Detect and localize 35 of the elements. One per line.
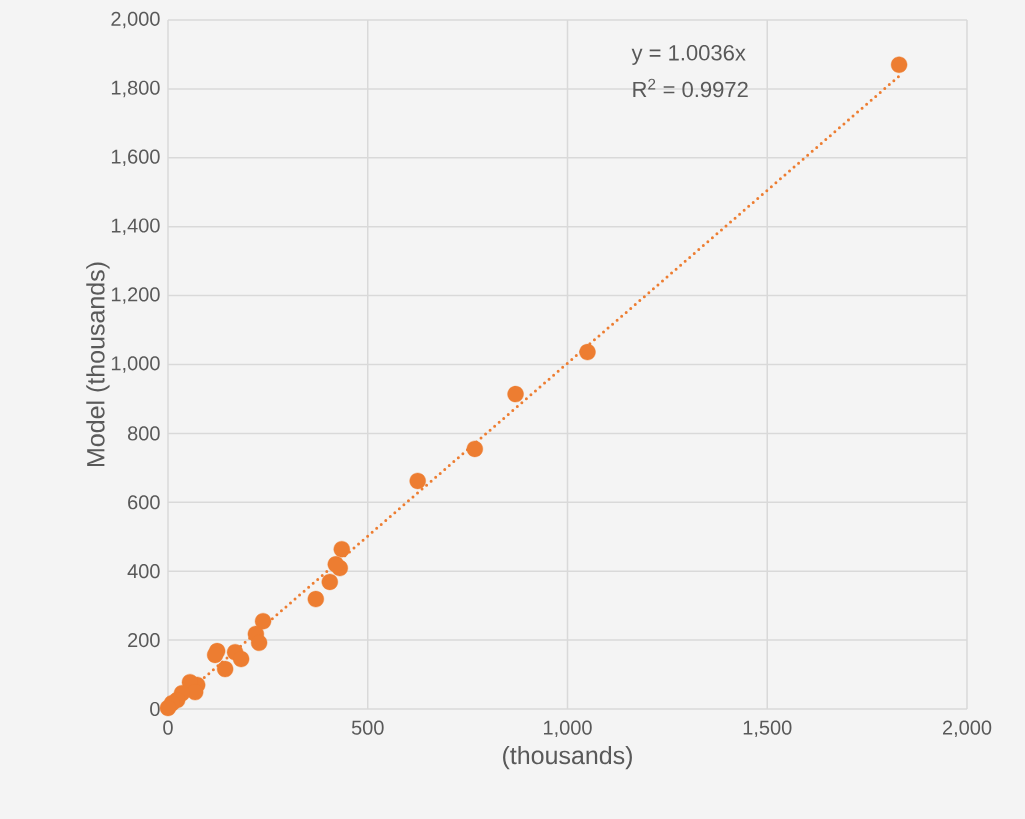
point <box>333 540 350 558</box>
annotation: y = 1.0036x <box>631 45 746 65</box>
point <box>327 556 344 573</box>
point <box>206 646 224 664</box>
y-tick-label: 200 <box>128 633 160 648</box>
point <box>250 634 268 652</box>
point <box>579 343 596 361</box>
x-tick-label: 500 <box>351 720 384 735</box>
point <box>254 612 272 630</box>
point <box>216 660 234 678</box>
y-tick-label: 1,400 <box>111 218 160 235</box>
point <box>232 650 250 668</box>
point <box>307 590 325 608</box>
x-tick-label: 0 <box>163 720 173 735</box>
point <box>409 472 426 490</box>
x-tick-label: 2,000 <box>942 720 992 738</box>
y-tick-label: 600 <box>128 495 160 510</box>
y-tick-label: 0 <box>150 701 160 717</box>
y-tick-label: 1,600 <box>111 149 160 167</box>
point <box>159 699 177 717</box>
x-tick-label: 1,000 <box>544 720 592 738</box>
point <box>321 573 338 591</box>
annotation: R$^{2}$ = 0.9972 <box>633 78 748 98</box>
y-tick-label: 1,800 <box>111 80 160 98</box>
y-tick-label: 1,200 <box>111 287 160 304</box>
y-tick-label: 2,000 <box>111 11 160 29</box>
point <box>466 440 484 458</box>
x-tick-label: 1,500 <box>743 720 792 738</box>
y-tick-label: 400 <box>127 564 160 579</box>
point <box>890 56 908 73</box>
y-axis-title: Model (thousands) <box>86 262 110 466</box>
x-axis-title: (thousands) <box>503 745 632 770</box>
y-tick-label: 800 <box>127 426 160 441</box>
point <box>507 385 524 403</box>
y-tick-label: 1,000 <box>111 356 160 373</box>
